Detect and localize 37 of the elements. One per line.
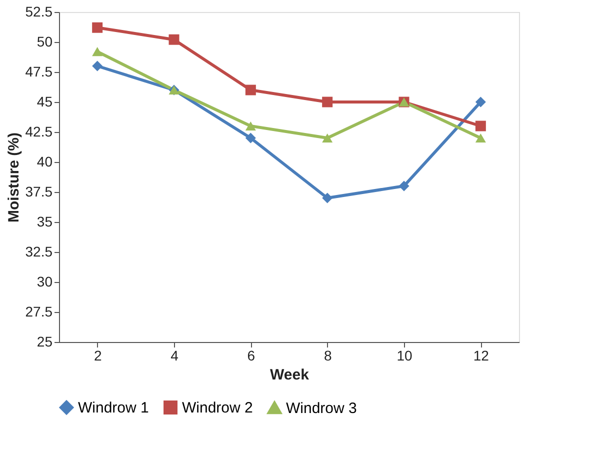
x-tick-label: 4	[170, 348, 179, 364]
x-tick-label: 10	[396, 348, 412, 364]
legend-label: Windrow 2	[182, 400, 253, 417]
point	[245, 121, 256, 131]
x-tick-label: 2	[94, 348, 102, 364]
point	[322, 133, 333, 143]
y-tick-label: 30	[36, 274, 53, 290]
point	[475, 96, 486, 108]
x-tick-label: 6	[247, 348, 256, 364]
point	[245, 84, 256, 96]
y-tick-label: 50	[36, 34, 53, 50]
x-tick-label: 8	[324, 348, 332, 364]
point	[322, 192, 333, 204]
x-tick-label: 12	[473, 348, 490, 364]
point	[168, 34, 180, 45]
point	[322, 96, 333, 108]
y-tick-label: 25	[36, 334, 53, 350]
x-axis-title: Week	[270, 366, 310, 384]
y-tick-label: 40	[36, 154, 53, 170]
y-tick-label: 35	[36, 214, 53, 230]
y-tick-label: 47.5	[25, 64, 53, 80]
point	[92, 60, 103, 72]
point	[92, 22, 103, 33]
y-tick-label: 27.5	[25, 304, 53, 320]
y-tick-label: 52.5	[25, 4, 53, 20]
point	[245, 132, 256, 144]
y-tick-label: 42.5	[25, 124, 53, 140]
point	[398, 180, 410, 192]
y-tick-label: 32.5	[25, 244, 53, 260]
y-tick-label: 37.5	[25, 184, 53, 200]
legend-label: Windrow 1	[78, 400, 149, 417]
point	[475, 133, 486, 143]
point	[475, 120, 486, 132]
point	[92, 47, 103, 56]
y-tick-label: 45	[36, 94, 53, 110]
legend-label: Windrow 3	[286, 400, 357, 417]
y-axis-title: Moisture (%)	[5, 132, 22, 222]
